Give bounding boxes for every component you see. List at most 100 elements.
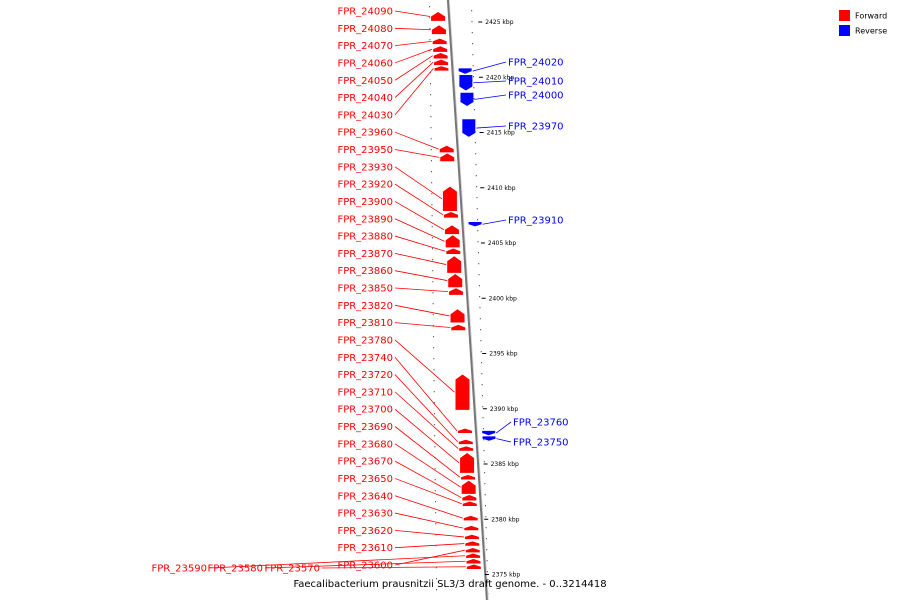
forward-leader-line <box>394 460 462 499</box>
forward-gene-arrow[interactable] <box>461 475 476 480</box>
forward-gene-label[interactable]: FPR_23870 <box>337 249 393 260</box>
forward-leader-line <box>394 68 434 116</box>
forward-gene-label[interactable]: FPR_23600 <box>337 561 393 572</box>
forward-gene-arrow[interactable] <box>466 559 481 564</box>
forward-gene-arrow[interactable] <box>443 212 458 218</box>
forward-gene-arrow[interactable] <box>448 288 463 295</box>
forward-gene-arrow[interactable] <box>459 446 474 451</box>
forward-gene-label[interactable]: FPR_23590 <box>151 564 207 575</box>
reverse-gene-arrow[interactable] <box>458 68 472 74</box>
reverse-gene-label[interactable]: FPR_23970 <box>508 122 564 133</box>
forward-gene-label[interactable]: FPR_23780 <box>337 335 393 346</box>
forward-gene-label[interactable]: FPR_23700 <box>337 405 393 416</box>
ruler-dot <box>435 512 437 514</box>
reverse-gene-label[interactable]: FPR_23760 <box>513 418 569 429</box>
axis-tick-label: 2425 kbp <box>485 19 513 26</box>
forward-gene-label[interactable]: FPR_23720 <box>337 370 393 381</box>
forward-gene-label[interactable]: FPR_23740 <box>337 353 393 364</box>
forward-gene-label[interactable]: FPR_23680 <box>337 439 393 450</box>
forward-gene-arrow[interactable] <box>431 25 446 35</box>
reverse-gene-arrow[interactable] <box>468 222 482 227</box>
forward-gene-label[interactable]: FPR_23650 <box>337 474 393 485</box>
forward-gene-label[interactable]: FPR_24050 <box>337 76 393 87</box>
reverse-gene-label[interactable]: FPR_23750 <box>513 438 569 449</box>
forward-gene-label[interactable]: FPR_23710 <box>337 387 393 398</box>
forward-gene-arrow[interactable] <box>463 515 478 521</box>
reverse-gene-arrow[interactable] <box>482 436 496 441</box>
forward-gene-arrow[interactable] <box>440 153 455 162</box>
forward-gene-label[interactable]: FPR_23640 <box>337 491 393 502</box>
ruler-dot <box>431 182 433 184</box>
forward-gene-arrow[interactable] <box>448 273 463 288</box>
forward-gene-label[interactable]: FPR_23690 <box>337 422 393 433</box>
forward-leader-line <box>208 555 466 569</box>
forward-gene-arrow[interactable] <box>434 66 449 71</box>
forward-gene-arrow[interactable] <box>462 494 477 501</box>
axis-tick-label: 2375 kbp <box>492 572 520 579</box>
forward-gene-arrow[interactable] <box>433 52 448 59</box>
forward-gene-arrow[interactable] <box>458 439 473 445</box>
forward-gene-arrow[interactable] <box>464 534 479 540</box>
forward-gene-arrow[interactable] <box>466 564 481 569</box>
reverse-gene-arrow[interactable] <box>459 75 473 91</box>
forward-gene-label[interactable]: FPR_23670 <box>337 457 393 468</box>
forward-gene-label[interactable]: FPR_23900 <box>337 197 393 208</box>
forward-gene-label[interactable]: FPR_23610 <box>337 543 393 554</box>
forward-gene-arrow[interactable] <box>432 38 447 45</box>
forward-gene-arrow[interactable] <box>465 547 480 553</box>
forward-gene-arrow[interactable] <box>462 501 477 506</box>
forward-gene-label[interactable]: FPR_23570 <box>264 564 320 575</box>
forward-gene-label[interactable]: FPR_23960 <box>337 128 393 139</box>
forward-gene-arrow[interactable] <box>461 480 476 494</box>
reverse-gene-label[interactable]: FPR_24010 <box>508 77 564 88</box>
forward-gene-arrow[interactable] <box>455 374 470 410</box>
reverse-leader-line <box>472 61 507 72</box>
forward-gene-label[interactable]: FPR_24070 <box>337 41 393 52</box>
ruler-dot <box>432 281 434 283</box>
forward-gene-arrow[interactable] <box>466 553 481 558</box>
forward-gene-arrow[interactable] <box>464 525 479 531</box>
legend-swatch-forward <box>839 10 850 21</box>
forward-gene-arrow[interactable] <box>451 324 466 331</box>
forward-gene-arrow[interactable] <box>450 309 465 323</box>
reverse-gene-label[interactable]: FPR_24000 <box>508 91 564 102</box>
forward-gene-label[interactable]: FPR_23850 <box>337 284 393 295</box>
forward-gene-label[interactable]: FPR_23890 <box>337 214 393 225</box>
forward-gene-arrow[interactable] <box>431 12 446 21</box>
forward-gene-arrow[interactable] <box>442 186 457 211</box>
forward-gene-arrow[interactable] <box>458 428 473 434</box>
reverse-gene-arrow[interactable] <box>462 119 476 137</box>
forward-gene-arrow[interactable] <box>446 248 461 255</box>
forward-gene-label[interactable]: FPR_24090 <box>337 7 393 18</box>
forward-gene-arrow[interactable] <box>433 46 448 52</box>
ruler-dot <box>431 215 433 217</box>
reverse-gene-arrow[interactable] <box>460 92 474 106</box>
forward-gene-arrow[interactable] <box>465 541 480 546</box>
forward-gene-label[interactable]: FPR_23930 <box>337 162 393 173</box>
reverse-gene-label[interactable]: FPR_23910 <box>508 216 564 227</box>
axis-tick-label: 2420 kbp <box>486 74 514 81</box>
forward-gene-label[interactable]: FPR_24030 <box>337 110 393 121</box>
forward-gene-arrow[interactable] <box>444 225 459 235</box>
forward-leader-line <box>394 304 450 317</box>
forward-gene-label[interactable]: FPR_23810 <box>337 318 393 329</box>
forward-gene-label[interactable]: FPR_23580 <box>207 564 263 575</box>
forward-gene-label[interactable]: FPR_23630 <box>337 509 393 520</box>
forward-gene-arrow[interactable] <box>434 59 449 66</box>
forward-gene-label[interactable]: FPR_23620 <box>337 526 393 537</box>
forward-gene-label[interactable]: FPR_24060 <box>337 58 393 69</box>
forward-gene-label[interactable]: FPR_24040 <box>337 93 393 104</box>
forward-gene-arrow[interactable] <box>439 145 454 153</box>
forward-gene-label[interactable]: FPR_23920 <box>337 180 393 191</box>
forward-gene-arrow[interactable] <box>460 452 475 473</box>
forward-gene-label[interactable]: FPR_23880 <box>337 232 393 243</box>
forward-gene-arrow[interactable] <box>445 235 460 248</box>
forward-gene-label[interactable]: FPR_23950 <box>337 145 393 156</box>
forward-gene-label[interactable]: FPR_24080 <box>337 24 393 35</box>
reverse-gene-arrow[interactable] <box>482 430 496 436</box>
forward-gene-arrow[interactable] <box>447 256 462 273</box>
forward-gene-label[interactable]: FPR_23820 <box>337 301 393 312</box>
ruler-dot <box>431 204 433 206</box>
reverse-gene-label[interactable]: FPR_24020 <box>508 58 564 69</box>
forward-gene-label[interactable]: FPR_23860 <box>337 266 393 277</box>
